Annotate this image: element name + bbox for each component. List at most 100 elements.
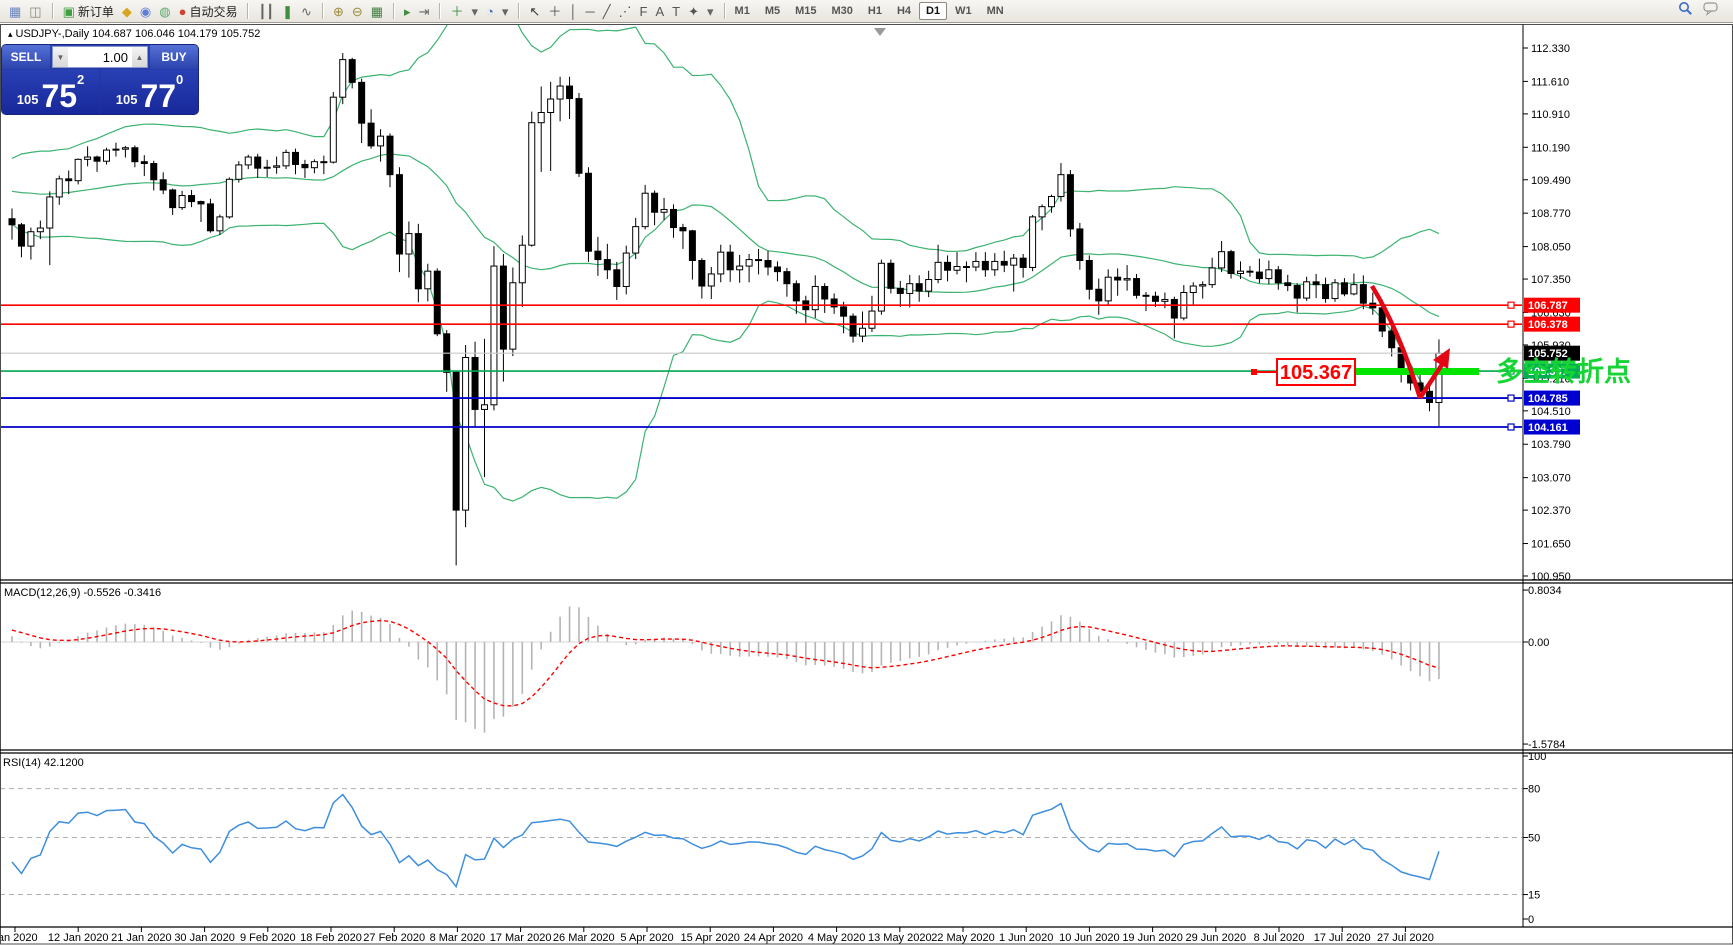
candlestick-chart-icon: ❚ [282,3,294,19]
volume-increase-button[interactable]: ▲ [132,47,147,67]
svg-text:104.785: 104.785 [1528,393,1568,405]
svg-text:19 Jun 2020: 19 Jun 2020 [1122,932,1183,944]
templates-icon: ▾ [501,3,509,19]
chart-shift-icon: ⇥ [418,3,430,19]
svg-text:102.370: 102.370 [1531,505,1571,517]
trendline-icon: ╱ [602,3,611,19]
chart-shift-button[interactable]: ⇥ [415,4,434,19]
svg-text:100: 100 [1528,751,1546,763]
auto-scroll-button[interactable]: ▸ [400,4,415,19]
svg-text:5 Apr 2020: 5 Apr 2020 [620,932,673,944]
shapes-dropdown-icon: ▾ [707,3,714,19]
vertical-line-button[interactable]: │ [565,4,581,19]
channel-icon: ⋰ [618,3,632,19]
buy-price-pip: 0 [176,72,184,87]
toolbar-separator [393,3,395,19]
sell-button[interactable]: SELL [2,45,50,69]
indicators-button[interactable]: ＋ [446,4,467,19]
line-chart-button[interactable]: ∿ [297,4,316,19]
svg-text:MACD(12,26,9) -0.5526 -0.3416: MACD(12,26,9) -0.5526 -0.3416 [4,587,161,599]
metaeditor-button[interactable]: ◆ [118,4,136,19]
collapse-icon[interactable]: ▴ [8,29,13,39]
shapes-icon: ✦ [688,3,699,19]
buy-price-main: 77 [140,78,177,114]
shapes-button[interactable]: ✦ [684,4,703,19]
timeframe-m5[interactable]: M5 [764,5,781,17]
buy-price[interactable]: 105 77 0 [101,70,198,114]
cursor-icon: ↖ [529,3,541,19]
label-button[interactable]: T [668,4,684,19]
toolbar-separator [439,3,441,19]
data-center-button[interactable]: ◉ [136,4,155,19]
tile-windows-button[interactable]: ▦ [367,4,387,19]
candlestick-chart-button[interactable]: ❚ [278,4,297,19]
cursor-button[interactable]: ↖ [525,4,544,19]
svg-text:106.378: 106.378 [1528,319,1568,331]
timeframe-mn[interactable]: MN [986,5,1004,17]
bollinger-bands[interactable] [11,0,1440,502]
text-button[interactable]: A [651,4,668,19]
timeframe-w1[interactable]: W1 [955,5,972,17]
svg-text:RSI(14) 42.1200: RSI(14) 42.1200 [3,757,84,769]
buy-button[interactable]: BUY [150,45,198,69]
trendline-button[interactable]: ╱ [599,4,615,19]
crosshair-button[interactable]: ＋ [544,4,565,19]
new-chart-button[interactable]: ▦ [5,4,25,19]
period-button[interactable]: ◔ [482,4,498,19]
price-axis[interactable]: 112.330 111.610 110.910 110.190 109.490 108.7… [1523,43,1580,926]
svg-text:21 Jan 2020: 21 Jan 2020 [111,932,172,944]
templates-button[interactable]: ▾ [498,4,513,19]
horizontal-line-icon: ─ [585,3,595,19]
svg-text:109.490: 109.490 [1531,175,1571,187]
new-order-button[interactable]: ▣ 新订单 [59,2,118,21]
channel-button[interactable]: ⋰ [615,4,636,19]
indicators-dropdown-icon: ▾ [471,3,479,19]
timeframe-h1[interactable]: H1 [867,5,882,17]
indicators-dropdown-button[interactable]: ▾ [468,4,483,19]
svg-text:0.00: 0.00 [1528,637,1549,649]
svg-text:9 Feb 2020: 9 Feb 2020 [240,932,296,944]
volume-decrease-button[interactable]: ▼ [53,47,68,67]
timeframe-m1[interactable]: M1 [734,5,750,17]
shapes-dropdown-button[interactable]: ▾ [703,4,718,19]
toolbar-separator [247,3,249,19]
auto-scroll-icon: ▸ [404,3,411,19]
timeframe-m30[interactable]: M30 [831,5,853,17]
svg-text:111.610: 111.610 [1531,76,1569,88]
zoom-out-icon: ⊖ [351,3,363,19]
profiles-button[interactable]: ◫ [25,4,45,19]
svg-text:112.330: 112.330 [1531,43,1570,55]
toolbar-separator [321,3,323,19]
timeframe-d1[interactable]: D1 [919,2,948,20]
svg-text:0: 0 [1528,914,1534,926]
window-borders [0,24,1733,945]
svg-text:8 Mar 2020: 8 Mar 2020 [430,932,486,944]
search-icon[interactable] [1678,1,1693,21]
autotrade-icon: ● [178,3,187,19]
svg-text:27 Jul 2020: 27 Jul 2020 [1377,932,1434,944]
autotrade-button[interactable]: ● 自动交易 [175,2,242,21]
annotation-note-text[interactable]: 多空转折点 [1496,356,1631,387]
svg-text:8 Jul 2020: 8 Jul 2020 [1254,932,1305,944]
zoom-out-button[interactable]: ⊖ [348,4,367,19]
timeframe-h4[interactable]: H4 [896,5,912,17]
label-icon: T [672,3,681,19]
sell-price[interactable]: 105 75 2 [2,70,99,114]
new-order-icon: ▣ [62,3,75,19]
signals-button[interactable]: ◍ [155,4,174,19]
bar-chart-button[interactable]: ┃┃ [254,4,278,19]
chat-icon[interactable] [1703,1,1721,21]
fibonacci-button[interactable]: F [636,4,652,19]
timeframe-m15[interactable]: M15 [795,5,817,17]
svg-text:104.510: 104.510 [1531,406,1571,418]
macd-panel [1,606,1522,733]
volume-input[interactable] [68,47,132,67]
zoom-in-button[interactable]: ⊕ [329,4,348,19]
annotation-turning-point[interactable]: 105.367 [1251,284,1479,400]
svg-text:108.050: 108.050 [1531,242,1571,254]
horizontal-line-button[interactable]: ─ [581,4,598,19]
chart-shift-marker [874,28,886,36]
